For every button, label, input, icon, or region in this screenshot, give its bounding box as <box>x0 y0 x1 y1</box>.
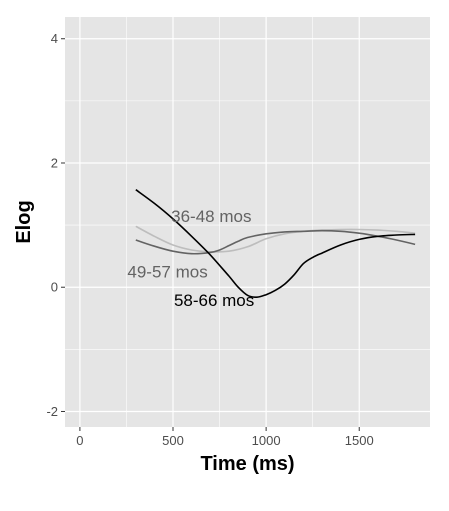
x-tick-label: 500 <box>162 433 184 448</box>
series-label: 49-57 mos <box>127 262 207 281</box>
series-label: 36-48 mos <box>171 207 251 226</box>
x-tick-label: 1500 <box>345 433 374 448</box>
y-tick-label: -2 <box>46 404 58 419</box>
x-tick-label: 1000 <box>252 433 281 448</box>
y-tick-label: 4 <box>51 31 58 46</box>
series-label: 58-66 mos <box>174 291 254 310</box>
y-tick-label: 0 <box>51 280 58 295</box>
y-axis-title: Elog <box>13 200 35 243</box>
x-axis-title: Time (ms) <box>200 453 294 475</box>
x-tick-label: 0 <box>76 433 83 448</box>
y-tick-label: 2 <box>51 155 58 170</box>
